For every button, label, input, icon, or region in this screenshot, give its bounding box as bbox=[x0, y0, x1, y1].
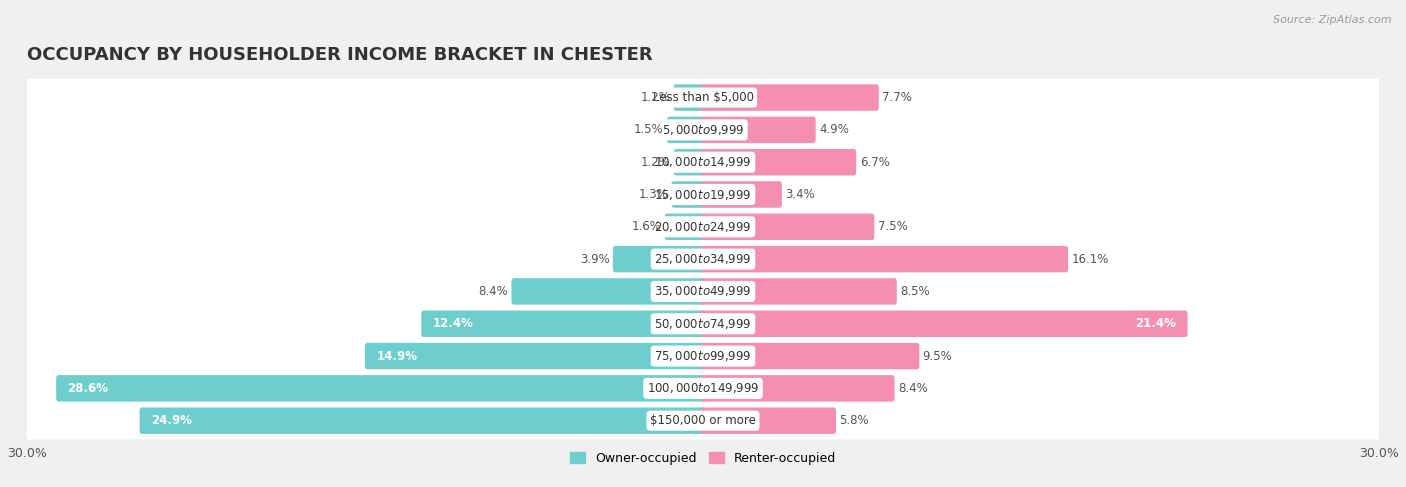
FancyBboxPatch shape bbox=[700, 375, 894, 402]
Text: 7.5%: 7.5% bbox=[877, 220, 907, 233]
FancyBboxPatch shape bbox=[24, 370, 1382, 407]
FancyBboxPatch shape bbox=[139, 408, 706, 434]
FancyBboxPatch shape bbox=[24, 273, 1382, 310]
Text: $100,000 to $149,999: $100,000 to $149,999 bbox=[647, 381, 759, 395]
FancyBboxPatch shape bbox=[24, 337, 1382, 375]
Text: $5,000 to $9,999: $5,000 to $9,999 bbox=[662, 123, 744, 137]
FancyBboxPatch shape bbox=[700, 84, 879, 111]
FancyBboxPatch shape bbox=[700, 246, 1069, 272]
FancyBboxPatch shape bbox=[665, 214, 706, 240]
Text: 24.9%: 24.9% bbox=[150, 414, 191, 427]
Text: 5.8%: 5.8% bbox=[839, 414, 869, 427]
FancyBboxPatch shape bbox=[700, 311, 1188, 337]
FancyBboxPatch shape bbox=[56, 375, 706, 402]
FancyBboxPatch shape bbox=[24, 208, 1382, 245]
FancyBboxPatch shape bbox=[700, 181, 782, 208]
Text: $15,000 to $19,999: $15,000 to $19,999 bbox=[654, 187, 752, 202]
FancyBboxPatch shape bbox=[700, 343, 920, 369]
Text: Less than $5,000: Less than $5,000 bbox=[652, 91, 754, 104]
Legend: Owner-occupied, Renter-occupied: Owner-occupied, Renter-occupied bbox=[569, 451, 837, 465]
FancyBboxPatch shape bbox=[366, 343, 706, 369]
Text: $50,000 to $74,999: $50,000 to $74,999 bbox=[654, 317, 752, 331]
Text: 3.9%: 3.9% bbox=[579, 253, 609, 265]
Text: Source: ZipAtlas.com: Source: ZipAtlas.com bbox=[1274, 15, 1392, 25]
Text: OCCUPANCY BY HOUSEHOLDER INCOME BRACKET IN CHESTER: OCCUPANCY BY HOUSEHOLDER INCOME BRACKET … bbox=[27, 46, 652, 64]
FancyBboxPatch shape bbox=[613, 246, 706, 272]
Text: 1.3%: 1.3% bbox=[638, 188, 668, 201]
Text: 6.7%: 6.7% bbox=[859, 156, 890, 169]
Text: $10,000 to $14,999: $10,000 to $14,999 bbox=[654, 155, 752, 169]
FancyBboxPatch shape bbox=[24, 111, 1382, 149]
FancyBboxPatch shape bbox=[672, 181, 706, 208]
FancyBboxPatch shape bbox=[673, 149, 706, 175]
Text: 8.4%: 8.4% bbox=[478, 285, 508, 298]
Text: 28.6%: 28.6% bbox=[67, 382, 108, 395]
Text: 16.1%: 16.1% bbox=[1071, 253, 1109, 265]
FancyBboxPatch shape bbox=[700, 408, 837, 434]
FancyBboxPatch shape bbox=[24, 241, 1382, 278]
FancyBboxPatch shape bbox=[24, 79, 1382, 116]
Text: 1.6%: 1.6% bbox=[631, 220, 661, 233]
Text: $150,000 or more: $150,000 or more bbox=[650, 414, 756, 427]
Text: $75,000 to $99,999: $75,000 to $99,999 bbox=[654, 349, 752, 363]
Text: 8.5%: 8.5% bbox=[900, 285, 929, 298]
Text: $20,000 to $24,999: $20,000 to $24,999 bbox=[654, 220, 752, 234]
FancyBboxPatch shape bbox=[24, 176, 1382, 213]
Text: $35,000 to $49,999: $35,000 to $49,999 bbox=[654, 284, 752, 299]
FancyBboxPatch shape bbox=[24, 305, 1382, 342]
Text: 1.2%: 1.2% bbox=[641, 91, 671, 104]
Text: $25,000 to $34,999: $25,000 to $34,999 bbox=[654, 252, 752, 266]
FancyBboxPatch shape bbox=[673, 84, 706, 111]
FancyBboxPatch shape bbox=[24, 402, 1382, 439]
FancyBboxPatch shape bbox=[700, 149, 856, 175]
Text: 1.2%: 1.2% bbox=[641, 156, 671, 169]
FancyBboxPatch shape bbox=[512, 278, 706, 305]
FancyBboxPatch shape bbox=[422, 311, 706, 337]
FancyBboxPatch shape bbox=[700, 214, 875, 240]
Text: 3.4%: 3.4% bbox=[786, 188, 815, 201]
Text: 4.9%: 4.9% bbox=[820, 123, 849, 136]
Text: 1.5%: 1.5% bbox=[634, 123, 664, 136]
FancyBboxPatch shape bbox=[666, 117, 706, 143]
Text: 8.4%: 8.4% bbox=[898, 382, 928, 395]
FancyBboxPatch shape bbox=[700, 117, 815, 143]
Text: 9.5%: 9.5% bbox=[922, 350, 952, 362]
FancyBboxPatch shape bbox=[700, 278, 897, 305]
Text: 21.4%: 21.4% bbox=[1136, 317, 1177, 330]
Text: 12.4%: 12.4% bbox=[433, 317, 474, 330]
FancyBboxPatch shape bbox=[24, 144, 1382, 181]
Text: 14.9%: 14.9% bbox=[377, 350, 418, 362]
Text: 7.7%: 7.7% bbox=[882, 91, 912, 104]
